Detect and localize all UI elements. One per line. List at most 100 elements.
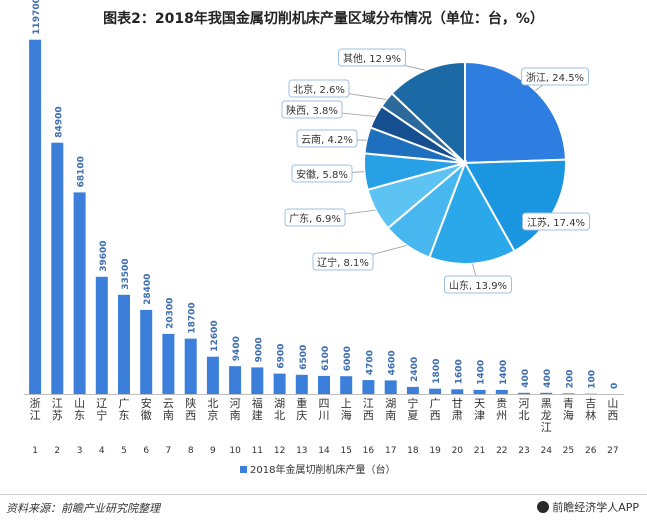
bar [140,309,153,394]
x-tick-label: 南 [385,409,396,422]
bar-value-label: 400 [543,369,553,388]
x-index-label: 22 [496,446,507,456]
x-tick-label: 陕 [185,396,196,410]
bar [73,192,86,394]
pie-label-box [522,212,590,231]
pie-label-box [291,164,353,183]
chart-canvas: 119700浙江184900江苏268100山东339600辽宁433500广东… [24,0,624,476]
x-tick-label: 龙 [541,409,552,422]
pie-label-box [288,79,350,98]
bar [518,392,530,394]
bar-value-label: 18700 [188,302,198,333]
pie-label-box [312,252,374,271]
x-tick-label: 京 [207,408,218,422]
footer-divider [0,494,647,495]
x-tick-label: 湖 [385,397,396,410]
bar-value-label: 400 [521,369,531,388]
x-index-label: 19 [429,446,441,456]
bar-value-label: 4700 [365,350,375,375]
pie-slice-label: 北京, 2.6% [293,83,345,96]
x-tick-label: 海 [563,408,574,422]
source-note: 资料来源：前瞻产业研究院整理 [6,502,160,515]
x-tick-label: 北 [207,397,218,410]
bar [251,367,264,394]
x-tick-label: 州 [496,409,507,422]
x-index-label: 8 [188,446,194,456]
x-tick-label: 建 [252,408,263,422]
bar [340,376,353,394]
bar [562,393,575,394]
brand-label: 前瞻经济学人APP [537,499,639,515]
chart-title: 图表2：2018年我国金属切削机床产量区域分布情况（单位：台，%） [103,11,544,27]
x-tick-label: 东 [74,409,85,422]
bar [473,389,486,394]
x-tick-label: 西 [607,409,618,422]
x-index-label: 21 [474,446,485,456]
x-tick-label: 山 [74,397,85,410]
x-tick-label: 北 [519,409,530,422]
x-index-label: 7 [166,446,172,456]
legend-swatch [240,466,247,473]
pie-chart: 浙江, 24.5% 江苏, 17.4% 山东, 13.9% 辽宁, 8.1% 广东, 6… [281,48,590,294]
bar [318,375,330,394]
x-tick-label: 湖 [274,397,285,410]
x-tick-label: 贵 [496,397,507,410]
bar [295,374,308,394]
x-index-label: 10 [229,446,241,456]
brand-logo-icon [537,501,550,513]
x-tick-label: 津 [474,409,485,422]
x-tick-label: 天 [474,397,485,410]
brand-text: 前瞻经济学人APP [552,501,639,514]
pie-slice-label: 云南, 4.2% [301,133,353,146]
x-tick-label: 上 [341,397,352,410]
x-index-label: 3 [77,446,83,456]
x-tick-label: 江 [363,397,374,410]
x-index-label: 18 [407,446,419,456]
bar-value-label: 9400 [232,336,242,361]
x-index-label: 14 [318,446,330,456]
x-tick-label: 福 [252,396,263,410]
x-index-label: 9 [210,446,216,456]
bar [118,294,130,394]
x-tick-label: 西 [363,409,374,422]
x-index-label: 26 [585,446,597,456]
bar-value-label: 200 [565,370,575,389]
bar-value-label: 6900 [277,344,287,369]
pie-slice-label: 陕西, 3.8% [286,104,338,117]
x-tick-label: 甘 [452,397,463,410]
bar-value-label: 39600 [99,240,109,271]
bar [184,338,197,394]
bar-value-label: 0 [610,383,620,389]
x-tick-label: 南 [230,409,241,422]
pie-slice [390,60,466,166]
bar-value-label: 68100 [77,156,87,187]
bar-value-label: 12600 [210,320,220,351]
x-tick-label: 肃 [452,409,463,422]
bar-value-label: 20300 [165,298,175,329]
bar-value-label: 119700 [32,0,42,35]
bar [206,356,219,394]
x-tick-label: 东 [119,409,130,422]
x-tick-label: 重 [296,396,307,410]
x-index-label: 5 [121,446,127,456]
bar-value-label: 6000 [343,346,353,371]
bar-value-label: 6500 [299,345,309,370]
bar-value-label: 100 [588,370,598,389]
x-index-label: 15 [340,446,351,456]
bar-legend: 2018年金属切削机床产量（台） [240,463,395,476]
x-tick-label: 江 [30,409,41,422]
x-tick-label: 夏 [407,409,418,422]
pie-slice-label: 广东, 6.9% [289,212,341,225]
bar [95,276,108,394]
pie-slice-label: 安徽, 5.8% [296,168,348,181]
x-tick-label: 南 [163,409,174,422]
bar [29,39,42,394]
x-tick-label: 山 [607,397,618,410]
x-tick-label: 辽 [96,397,107,410]
x-index-label: 4 [99,446,105,456]
x-index-label: 1 [32,446,38,456]
bar [495,389,508,394]
x-tick-label: 川 [319,409,330,422]
bar-value-label: 1800 [432,359,442,384]
x-tick-label: 广 [119,397,130,410]
